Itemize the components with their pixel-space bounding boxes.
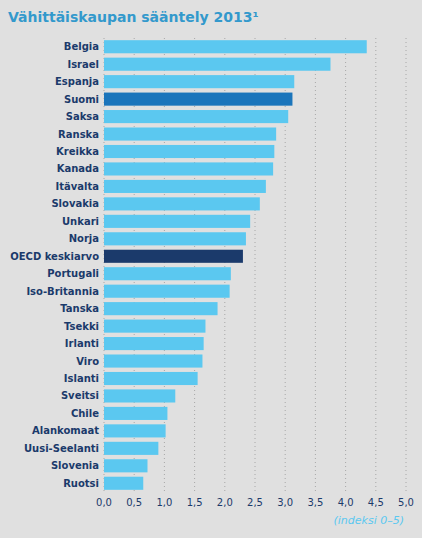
background — [0, 0, 422, 538]
x-tick-label: 0,0 — [96, 497, 112, 508]
bar — [104, 197, 260, 210]
bar — [104, 127, 276, 140]
category-label: Chile — [71, 408, 99, 419]
category-label: Iso-Britannia — [26, 286, 99, 297]
category-label: Espanja — [55, 76, 99, 87]
category-label: Uusi-Seelanti — [24, 443, 99, 454]
grid-line — [406, 38, 407, 492]
category-label: Unkari — [62, 216, 99, 227]
category-label: Tsekki — [64, 321, 99, 332]
category-label: Saksa — [66, 111, 99, 122]
category-label: OECD keskiarvo — [10, 251, 99, 262]
x-axis-note: (indeksi 0–5) — [333, 514, 404, 527]
category-label: Slovenia — [51, 460, 99, 471]
grid-line — [134, 38, 135, 492]
bar — [104, 215, 250, 228]
grid — [104, 38, 406, 492]
grid-line — [255, 38, 256, 492]
bar — [104, 250, 243, 263]
x-tick-label: 4,0 — [338, 497, 354, 508]
bars — [104, 40, 367, 490]
category-label: Sveitsi — [61, 390, 99, 401]
bar — [104, 110, 288, 123]
bar — [104, 407, 167, 420]
grid-line — [104, 38, 105, 492]
x-tick-label: 2,0 — [217, 497, 233, 508]
bar — [104, 93, 292, 106]
x-tick-label: 5,0 — [398, 497, 414, 508]
bar — [104, 75, 294, 88]
bar — [104, 424, 166, 437]
category-label: Kreikka — [56, 146, 99, 157]
y-tick-labels: Belgia Israel Espanja Suomi Saksa Ranska Kreik… — [10, 41, 99, 489]
category-label: Suomi — [64, 94, 99, 105]
category-label: Ruotsi — [63, 478, 99, 489]
bar — [104, 337, 204, 350]
category-label: Slovakia — [51, 198, 99, 209]
bar — [104, 442, 158, 455]
category-label: Norja — [69, 233, 99, 244]
x-tick-label: 2,5 — [247, 497, 263, 508]
category-label: Alankomaat — [32, 425, 99, 436]
bar — [104, 459, 147, 472]
bar — [104, 354, 202, 367]
category-label: Itävalta — [56, 181, 99, 192]
category-label: Viro — [76, 356, 99, 367]
bar — [104, 320, 205, 333]
chart: Vähittäiskaupan sääntely 2013¹ 0,0 0,5 1,0 1… — [0, 0, 422, 538]
bar — [104, 267, 231, 280]
category-label: Irlanti — [65, 338, 99, 349]
grid-line — [375, 38, 376, 492]
grid-line — [194, 38, 195, 492]
bar — [104, 180, 266, 193]
bar — [104, 389, 175, 402]
bar — [104, 58, 331, 71]
category-label: Ranska — [58, 129, 99, 140]
category-label: Belgia — [64, 41, 99, 52]
bar — [104, 302, 218, 315]
bar — [104, 232, 246, 245]
x-tick-label: 4,5 — [368, 497, 384, 508]
category-label: Portugali — [47, 268, 99, 279]
x-tick-label: 1,0 — [156, 497, 172, 508]
bar — [104, 162, 273, 175]
bar — [104, 285, 230, 298]
title: Vähittäiskaupan sääntely 2013¹ — [8, 9, 259, 25]
grid-line — [345, 38, 346, 492]
bar — [104, 145, 274, 158]
category-label: Israel — [67, 59, 99, 70]
grid-line — [164, 38, 165, 492]
x-tick-label: 1,5 — [187, 497, 203, 508]
category-label: Kanada — [57, 163, 99, 174]
bar — [104, 372, 198, 385]
x-ticks: 0,0 0,5 1,0 1,5 2,0 2,5 3,0 3,5 4,0 4,5 5,0 — [96, 497, 414, 508]
bar — [104, 477, 143, 490]
category-label: Islanti — [64, 373, 99, 384]
x-tick-label: 3,0 — [277, 497, 293, 508]
grid-line — [224, 38, 225, 492]
grid-line — [315, 38, 316, 492]
grid-line — [285, 38, 286, 492]
category-label: Tanska — [60, 303, 99, 314]
x-tick-label: 0,5 — [126, 497, 142, 508]
x-tick-label: 3,5 — [307, 497, 323, 508]
bar — [104, 40, 367, 53]
